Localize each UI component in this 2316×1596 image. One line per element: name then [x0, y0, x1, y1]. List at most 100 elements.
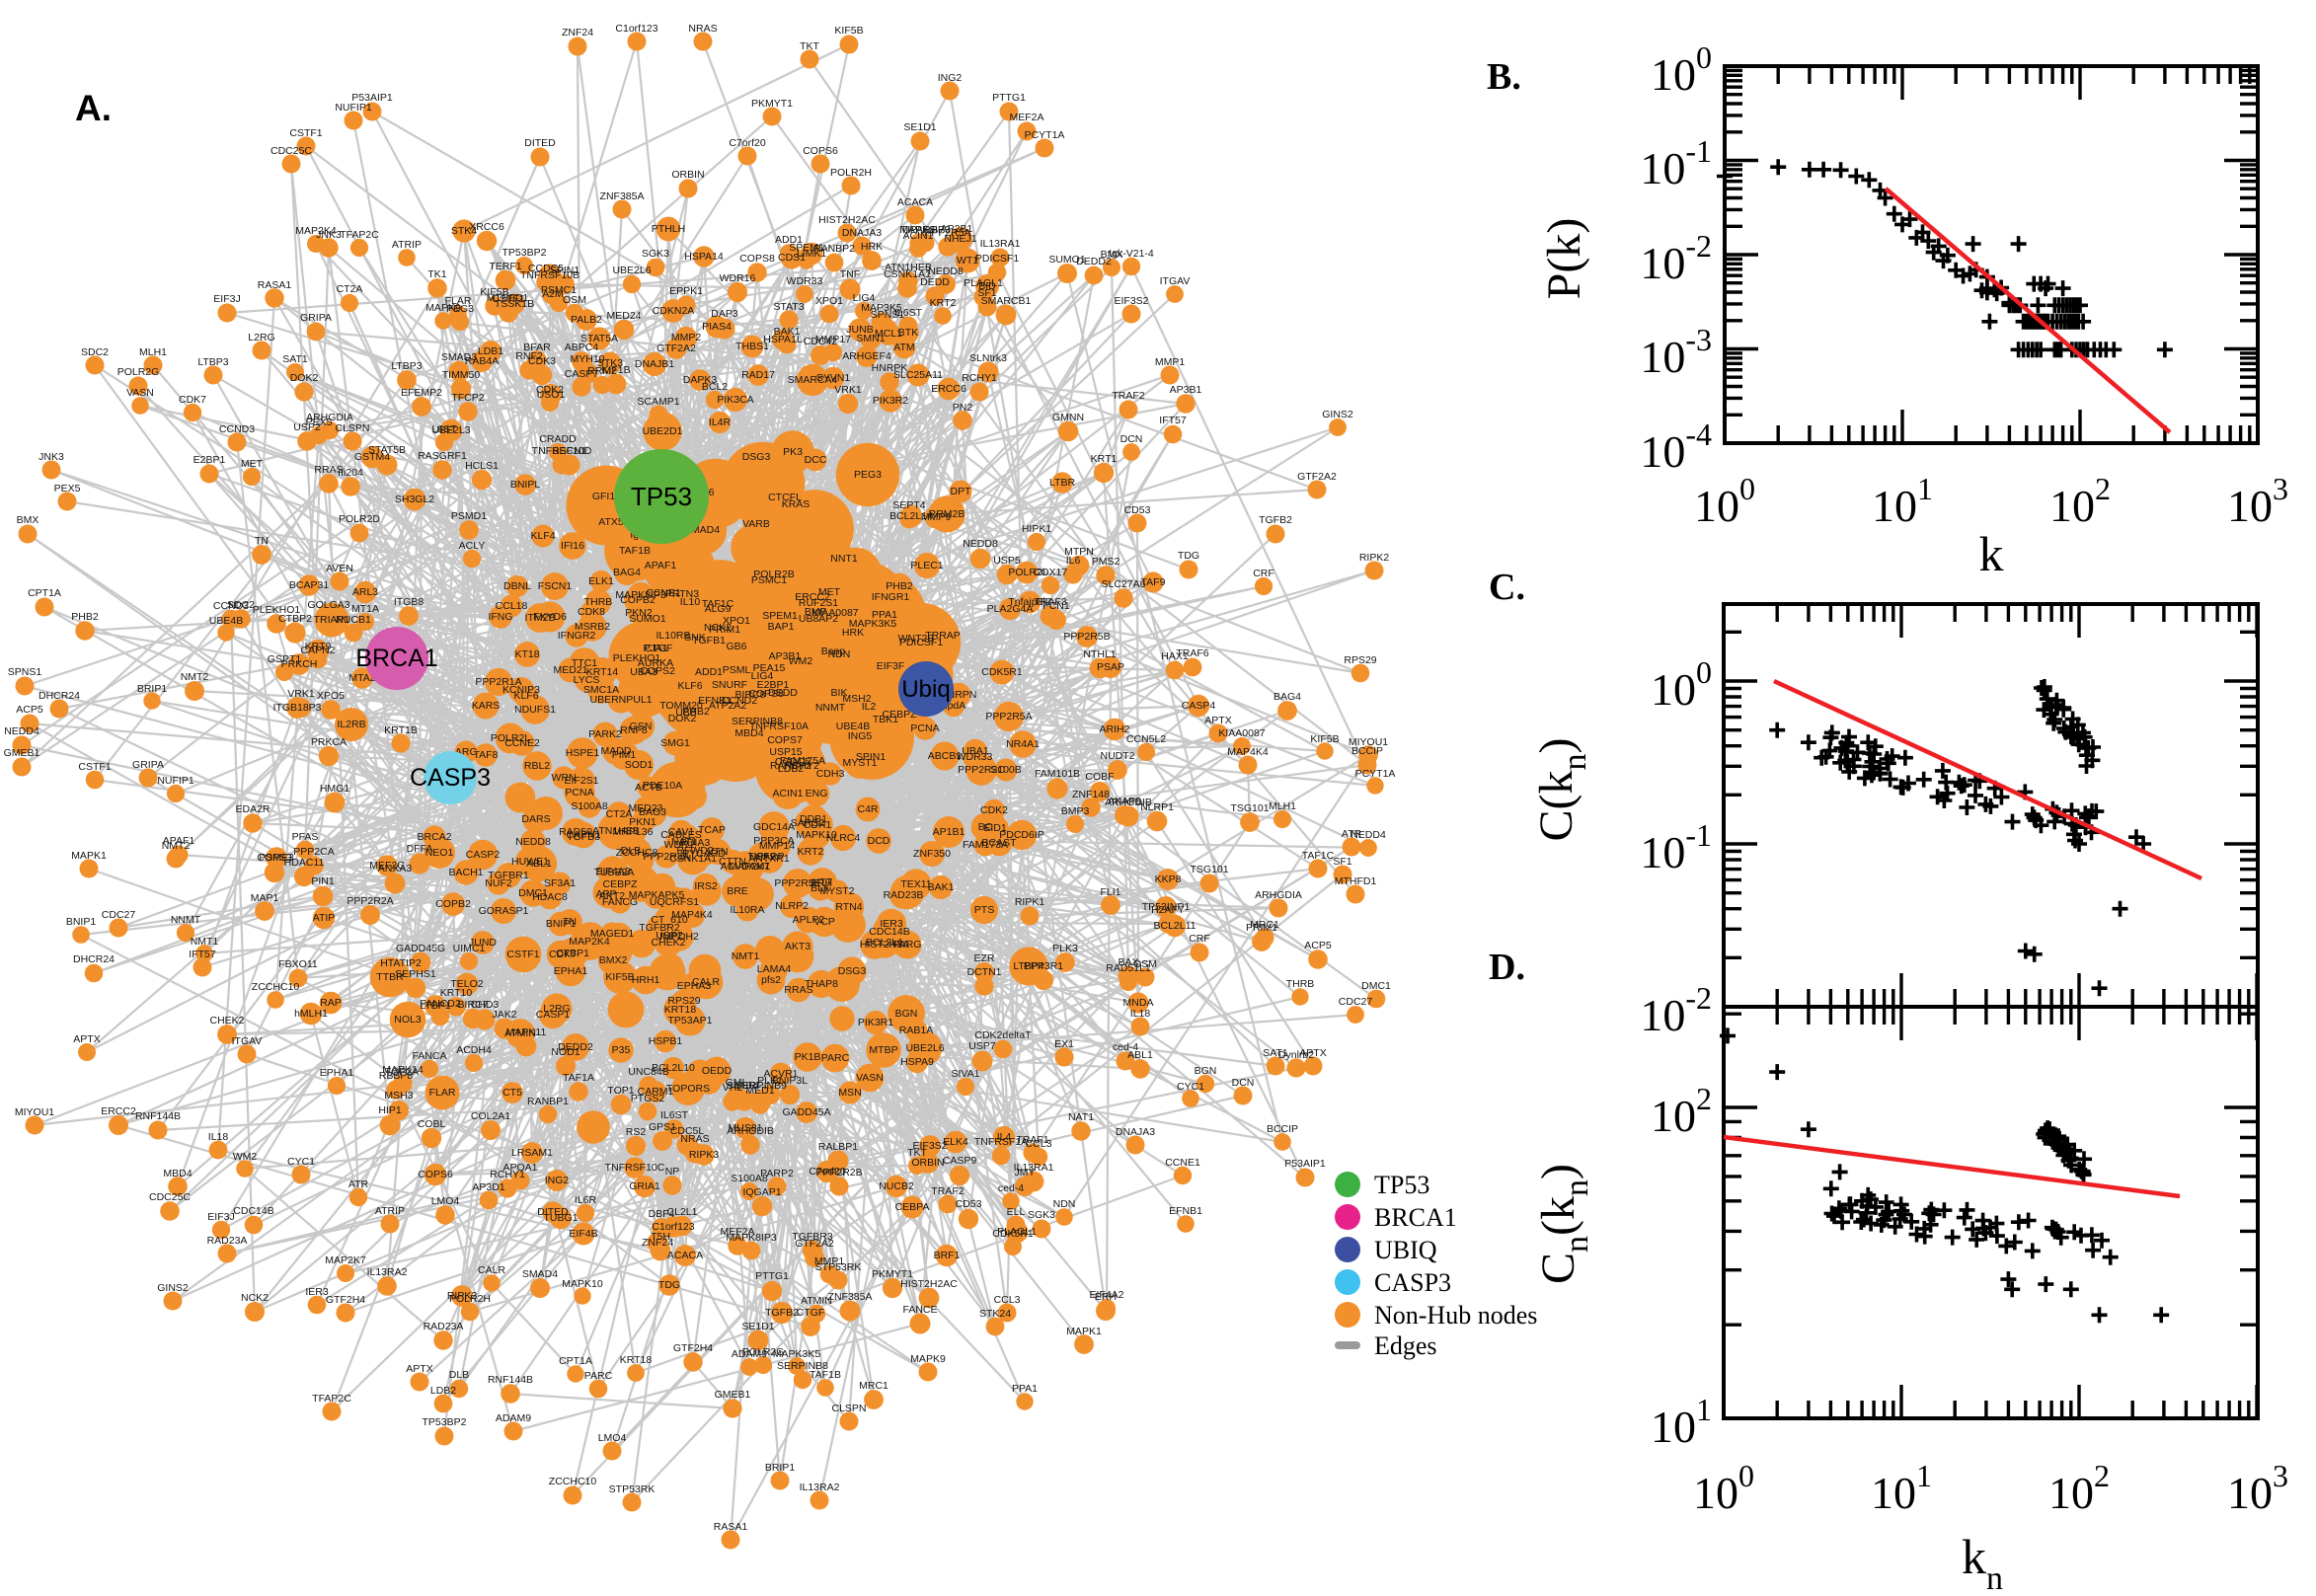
svg-text:CAPN2: CAPN2 [300, 645, 335, 656]
svg-text:RRAS: RRAS [314, 464, 343, 476]
svg-text:IL10: IL10 [680, 596, 701, 608]
svg-text:BCL2L11: BCL2L11 [1153, 920, 1196, 932]
svg-text:ARHGDIA: ARHGDIA [306, 412, 353, 423]
svg-text:SF3A1: SF3A1 [544, 877, 576, 889]
svg-text:TP53BP2: TP53BP2 [423, 1416, 467, 1428]
svg-text:EDA2R: EDA2R [235, 803, 270, 815]
svg-text:UQCRFS1: UQCRFS1 [650, 896, 699, 908]
svg-text:ZCCHC8: ZCCHC8 [616, 847, 658, 859]
svg-text:DSG3: DSG3 [742, 451, 771, 463]
svg-text:KRT18: KRT18 [620, 1354, 653, 1366]
svg-text:COPB2: COPB2 [620, 594, 656, 606]
svg-text:CCND3: CCND3 [213, 600, 249, 612]
svg-text:PDICSF1: PDICSF1 [975, 253, 1020, 265]
svg-text:ING5: ING5 [848, 730, 873, 742]
svg-text:TAF1A: TAF1A [563, 1072, 594, 1084]
svg-text:MAP2K7: MAP2K7 [325, 1254, 366, 1266]
svg-text:AP3B1: AP3B1 [769, 650, 802, 662]
svg-text:ARHGEF4: ARHGEF4 [842, 350, 891, 362]
svg-text:MMP14: MMP14 [759, 840, 795, 852]
svg-text:SGK3: SGK3 [1028, 1209, 1055, 1221]
svg-text:MAPK1: MAPK1 [71, 850, 107, 862]
svg-text:HDAC11: HDAC11 [284, 857, 325, 869]
svg-text:TRAF1: TRAF1 [1016, 1134, 1048, 1146]
svg-text:PARP2: PARP2 [760, 1168, 794, 1179]
svg-text:ELL: ELL [1007, 1206, 1026, 1218]
svg-text:C4R: C4R [857, 803, 878, 815]
svg-text:PFAS: PFAS [292, 831, 319, 843]
svg-text:POLR2H: POLR2H [830, 167, 872, 179]
svg-text:FBXO11: FBXO11 [278, 958, 318, 970]
svg-text:SEPHS1: SEPHS1 [395, 968, 436, 980]
svg-text:PHB2: PHB2 [71, 611, 99, 623]
svg-text:ARL3: ARL3 [352, 586, 378, 598]
svg-text:BNIP1: BNIP1 [546, 918, 577, 930]
svg-text:MAP1: MAP1 [251, 892, 279, 904]
svg-text:NEDD4: NEDD4 [1351, 829, 1386, 841]
svg-text:KRT2: KRT2 [798, 846, 824, 858]
svg-text:ATRIP: ATRIP [392, 239, 422, 251]
svg-text:ACIN1: ACIN1 [773, 788, 804, 799]
svg-text:RCHY1: RCHY1 [490, 1169, 525, 1180]
svg-text:MLH1: MLH1 [1269, 800, 1296, 812]
svg-text:MAPK8IP3: MAPK8IP3 [615, 589, 666, 601]
svg-text:PPP2R3A: PPP2R3A [643, 851, 689, 863]
svg-text:C7orf20: C7orf20 [809, 1166, 846, 1178]
svg-text:PPP2CA: PPP2CA [293, 846, 334, 858]
svg-text:WM2: WM2 [233, 1151, 258, 1163]
svg-text:GDC14A: GDC14A [753, 821, 795, 833]
svg-text:PIK3R1: PIK3R1 [858, 1017, 893, 1028]
svg-text:NUCB1: NUCB1 [336, 614, 371, 626]
svg-text:PSME3: PSME3 [259, 852, 294, 864]
svg-text:EIF3J: EIF3J [207, 1211, 234, 1223]
svg-text:MT1A: MT1A [351, 603, 379, 615]
svg-text:TRAF2: TRAF2 [1112, 390, 1144, 402]
svg-text:BCL2L14: BCL2L14 [889, 510, 933, 522]
svg-text:BAG4: BAG4 [1274, 691, 1301, 703]
svg-text:NUF2: NUF2 [485, 877, 512, 889]
svg-text:ERH: ERH [1095, 1291, 1117, 1303]
svg-text:DNAJA3: DNAJA3 [842, 227, 882, 239]
svg-text:PSML: PSML [723, 664, 751, 676]
svg-text:UBA3: UBA3 [630, 666, 657, 678]
svg-text:TDG: TDG [658, 1279, 680, 1291]
svg-text:BIRC8: BIRC8 [735, 689, 766, 701]
svg-text:COPS2: COPS2 [640, 665, 675, 677]
svg-text:CCND2: CCND2 [722, 695, 757, 707]
svg-text:PKMYT1: PKMYT1 [872, 1268, 913, 1280]
svg-text:MYH10: MYH10 [570, 353, 604, 365]
svg-text:DCN: DCN [1232, 1077, 1255, 1089]
svg-text:DLB: DLB [449, 1369, 469, 1381]
svg-text:ORBIN: ORBIN [671, 169, 704, 181]
svg-text:RAD17: RAD17 [741, 369, 775, 381]
svg-text:VASN: VASN [126, 387, 154, 399]
svg-text:MED24: MED24 [606, 310, 641, 322]
svg-text:TIMM50: TIMM50 [442, 369, 481, 381]
svg-text:NMT1: NMT1 [732, 950, 760, 962]
svg-text:DFFA: DFFA [407, 843, 433, 855]
svg-text:10-2: 10-2 [1640, 980, 1712, 1040]
svg-text:MBD4: MBD4 [163, 1168, 192, 1179]
svg-text:CDK5R1: CDK5R1 [992, 1228, 1034, 1240]
svg-text:TTC1: TTC1 [572, 657, 597, 669]
svg-text:LDB2: LDB2 [778, 763, 804, 775]
svg-text:TOPORS: TOPORS [666, 1083, 710, 1095]
svg-text:MRC1: MRC1 [1250, 919, 1279, 931]
svg-text:NCK2: NCK2 [241, 1292, 269, 1304]
svg-text:RAD50: RAD50 [559, 826, 592, 838]
svg-text:USP2: USP2 [293, 421, 321, 433]
svg-text:HRK: HRK [861, 241, 883, 253]
svg-text:RNF144B: RNF144B [488, 1374, 533, 1386]
svg-text:KIAA0087: KIAA0087 [811, 607, 858, 619]
svg-text:Edges: Edges [1374, 1331, 1437, 1360]
svg-text:AKT2: AKT2 [599, 890, 625, 902]
svg-text:MTPN: MTPN [1064, 546, 1094, 558]
svg-text:LIG4: LIG4 [751, 670, 774, 682]
svg-text:CLSPN: CLSPN [335, 422, 369, 434]
svg-text:S100A8: S100A8 [731, 1173, 768, 1184]
svg-text:WDR33: WDR33 [957, 751, 993, 763]
svg-text:NUDT2: NUDT2 [1100, 750, 1134, 762]
svg-text:PLEC1: PLEC1 [910, 560, 943, 571]
svg-text:EZR: EZR [974, 952, 995, 964]
svg-text:TTBR: TTBR [376, 971, 404, 983]
